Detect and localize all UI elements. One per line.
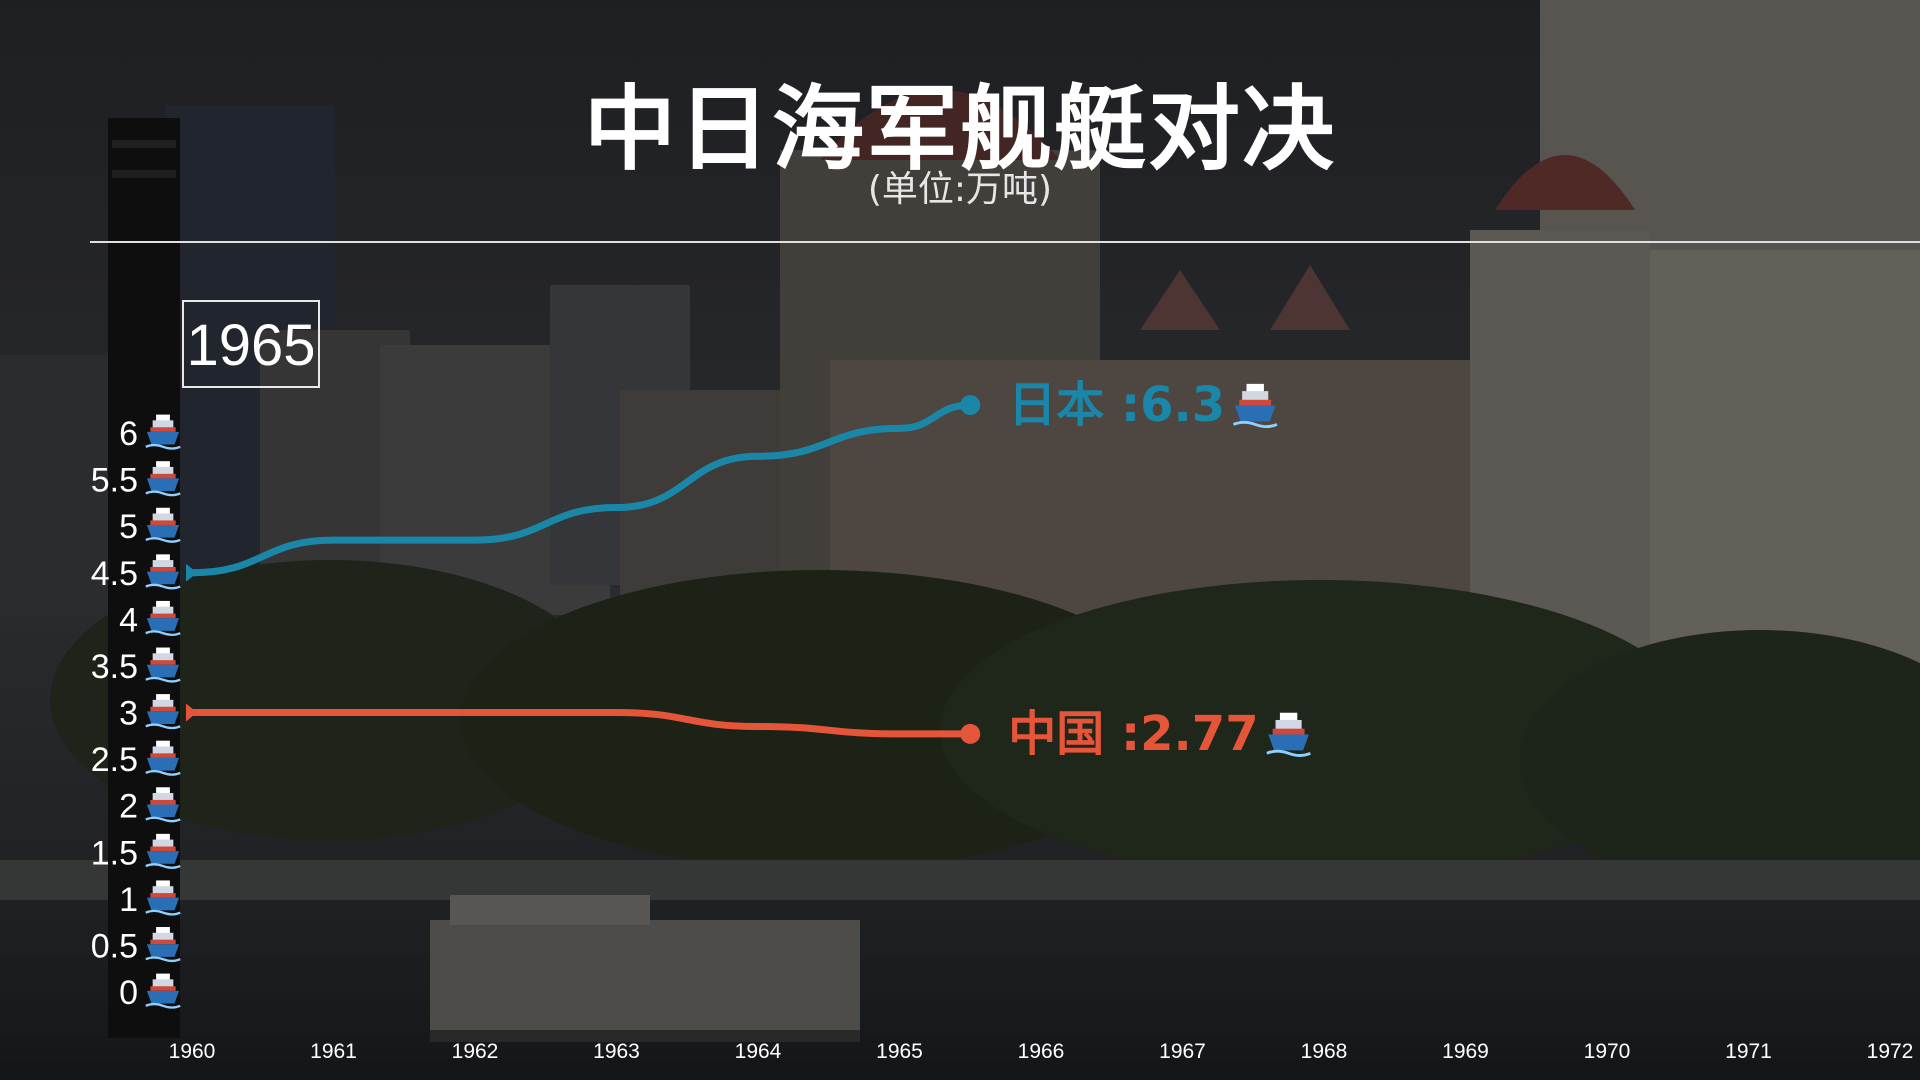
ship-icon <box>1232 383 1278 429</box>
y-tick-label: 2 <box>119 788 138 826</box>
series-end-label: 日本 :6.3 <box>1008 377 1225 433</box>
x-tick-label: 1965 <box>876 1040 923 1063</box>
x-tick-label: 1960 <box>169 1040 216 1063</box>
ship-icon <box>145 880 181 916</box>
y-tick-label: 6 <box>119 415 138 453</box>
chart-subtitle: (单位:万吨) <box>867 169 1053 210</box>
ship-icon <box>145 647 181 683</box>
y-tick-label: 4.5 <box>91 555 138 593</box>
y-tick-label: 1 <box>119 881 138 919</box>
ship-icon <box>1266 712 1311 757</box>
series-start-marker <box>186 703 197 722</box>
y-tick-label: 1.5 <box>91 834 138 872</box>
y-tick-label: 3.5 <box>91 648 138 686</box>
x-tick-label: 1970 <box>1584 1040 1631 1063</box>
series-layer: 日本 :6.3 中国 :2.77 <box>186 377 1311 762</box>
chart-title: 中日海军舰艇对决 <box>583 76 1336 183</box>
x-tick-label: 1962 <box>452 1040 499 1063</box>
y-tick-label: 5 <box>119 508 138 546</box>
x-tick-label: 1971 <box>1725 1040 1772 1063</box>
series-start-marker <box>186 563 197 582</box>
ship-icon <box>145 600 181 637</box>
ship-icon <box>145 833 181 869</box>
y-tick-label: 2.5 <box>91 741 138 779</box>
series-end-point <box>960 723 981 744</box>
ship-icon <box>145 787 181 823</box>
y-tick-label: 5.5 <box>91 462 138 500</box>
x-tick-label: 1961 <box>310 1040 357 1063</box>
y-tick-label: 4 <box>119 601 138 639</box>
x-tick-label: 1964 <box>735 1040 782 1063</box>
x-tick-label: 1967 <box>1159 1040 1206 1063</box>
ship-icon <box>145 414 181 450</box>
x-axis: 1960 1961 1962 1963 1964 1965 1966 1967 1968 1969… <box>169 1040 1914 1063</box>
ship-icon <box>145 927 181 963</box>
series-end-point <box>960 395 981 416</box>
series-line <box>188 401 974 577</box>
series-end-label: 中国 :2.77 <box>1008 706 1258 762</box>
ship-icon <box>145 507 181 543</box>
y-tick-label: 0 <box>119 974 138 1012</box>
series-line <box>188 708 974 738</box>
ship-icon <box>145 973 181 1009</box>
ship-icon <box>145 740 181 776</box>
x-tick-label: 1966 <box>1018 1040 1065 1063</box>
current-year-label: 1965 <box>182 300 320 388</box>
y-axis: 0 0.5 1 1.5 2 2.5 3 3.5 4 4.5 5 5.5 6 <box>91 414 181 1012</box>
x-tick-label: 1968 <box>1301 1040 1348 1063</box>
y-tick-label: 0.5 <box>91 927 138 965</box>
ship-icon <box>145 554 181 590</box>
ship-icon <box>145 461 181 497</box>
x-tick-label: 1972 <box>1867 1040 1914 1063</box>
y-tick-label: 3 <box>119 695 138 733</box>
x-tick-label: 1963 <box>593 1040 640 1063</box>
x-tick-label: 1969 <box>1442 1040 1489 1063</box>
ship-icon <box>145 694 181 730</box>
